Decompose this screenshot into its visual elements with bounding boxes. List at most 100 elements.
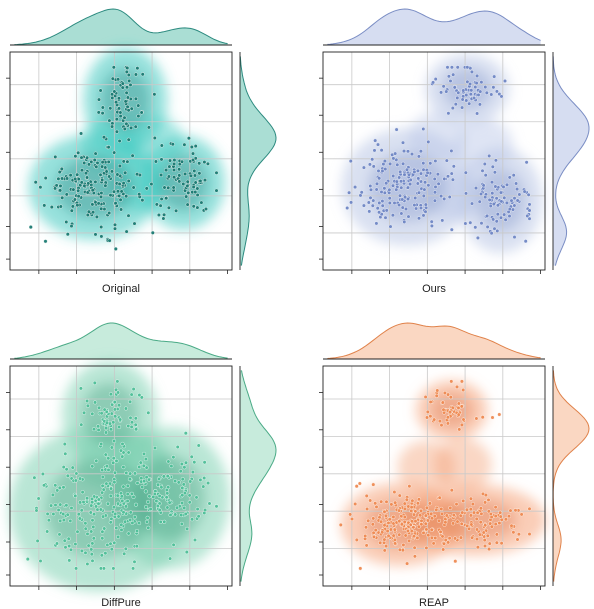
- scatter-point: [141, 451, 146, 456]
- scatter-point: [134, 427, 139, 432]
- scatter-point: [408, 177, 413, 182]
- scatter-point: [100, 105, 105, 110]
- scatter-point: [85, 212, 90, 217]
- scatter-point: [469, 522, 474, 527]
- scatter-point: [409, 508, 414, 513]
- scatter-point: [112, 400, 117, 405]
- scatter-point: [441, 407, 446, 412]
- scatter-point: [405, 167, 410, 172]
- scatter-point: [434, 393, 439, 398]
- density-bridge: [397, 440, 456, 494]
- scatter-point: [451, 164, 456, 169]
- scatter-point: [120, 81, 125, 86]
- scatter-point: [171, 185, 176, 190]
- scatter-point: [112, 226, 117, 231]
- scatter-point: [119, 522, 124, 527]
- scatter-point: [450, 106, 455, 111]
- scatter-point: [126, 108, 131, 113]
- scatter-point: [472, 95, 477, 100]
- scatter-point: [76, 150, 81, 155]
- scatter-point: [455, 384, 460, 389]
- scatter-point: [86, 209, 91, 214]
- scatter-point: [354, 537, 359, 542]
- scatter-point: [423, 513, 428, 518]
- scatter-point: [124, 69, 129, 74]
- scatter-point: [158, 519, 163, 524]
- scatter-point: [418, 513, 423, 518]
- scatter-point: [501, 184, 506, 189]
- scatter-point: [417, 497, 422, 502]
- scatter-point: [65, 176, 70, 181]
- scatter-point: [392, 527, 397, 532]
- scatter-point: [104, 169, 109, 174]
- scatter-point: [457, 427, 462, 432]
- scatter-point: [140, 198, 145, 203]
- scatter-point: [432, 198, 437, 203]
- scatter-point: [195, 507, 200, 512]
- scatter-point: [117, 138, 122, 143]
- scatter-point: [481, 183, 486, 188]
- scatter-point: [511, 207, 516, 212]
- scatter-point: [428, 400, 433, 405]
- scatter-point: [114, 117, 119, 122]
- scatter-point: [111, 189, 116, 194]
- scatter-point: [447, 194, 452, 199]
- scatter-point: [184, 194, 189, 199]
- scatter-point: [441, 547, 446, 552]
- scatter-point: [152, 135, 157, 140]
- scatter-point: [128, 471, 133, 476]
- scatter-point: [497, 412, 502, 417]
- scatter-point: [185, 526, 190, 531]
- scatter-point: [148, 507, 153, 512]
- scatter-point: [188, 479, 193, 484]
- scatter-point: [69, 224, 74, 229]
- plot-frame: [322, 365, 546, 587]
- scatter-point: [28, 225, 33, 230]
- joint-plot-area: [319, 51, 546, 274]
- density-layer: [8, 360, 230, 593]
- scatter-point: [426, 139, 431, 144]
- scatter-point: [468, 81, 473, 86]
- scatter-point: [446, 392, 451, 397]
- scatter-point: [106, 159, 111, 164]
- scatter-point: [73, 176, 78, 181]
- scatter-point: [380, 199, 385, 204]
- scatter-point: [134, 529, 139, 534]
- scatter-point: [202, 160, 207, 165]
- scatter-point: [113, 246, 118, 251]
- scatter-point: [402, 515, 407, 520]
- scatter-point: [133, 502, 138, 507]
- scatter-point: [78, 500, 83, 505]
- scatter-point: [175, 505, 180, 510]
- scatter-point: [515, 198, 520, 203]
- scatter-point: [474, 516, 479, 521]
- scatter-point: [168, 513, 173, 518]
- scatter-point: [89, 547, 94, 552]
- scatter-point: [390, 213, 395, 218]
- scatter-point: [133, 422, 138, 427]
- scatter-point: [459, 521, 464, 526]
- scatter-point: [449, 65, 454, 70]
- scatter-point: [154, 202, 159, 207]
- scatter-point: [96, 201, 101, 206]
- scatter-point: [478, 520, 483, 525]
- scatter-point: [461, 498, 466, 503]
- scatter-point: [170, 142, 175, 147]
- scatter-point: [190, 151, 195, 156]
- scatter-point: [89, 159, 94, 164]
- scatter-point: [111, 65, 116, 70]
- scatter-point: [196, 443, 201, 448]
- scatter-point: [98, 88, 103, 93]
- scatter-point: [494, 540, 499, 545]
- scatter-point: [446, 74, 451, 79]
- scatter-point: [455, 95, 460, 100]
- panel-original: Original: [6, 8, 277, 295]
- scatter-point: [488, 521, 493, 526]
- scatter-point: [113, 201, 118, 206]
- scatter-point: [202, 178, 207, 183]
- scatter-point: [79, 168, 84, 173]
- scatter-point: [58, 518, 63, 523]
- scatter-point: [415, 181, 420, 186]
- scatter-point: [98, 507, 103, 512]
- scatter-point: [157, 508, 162, 513]
